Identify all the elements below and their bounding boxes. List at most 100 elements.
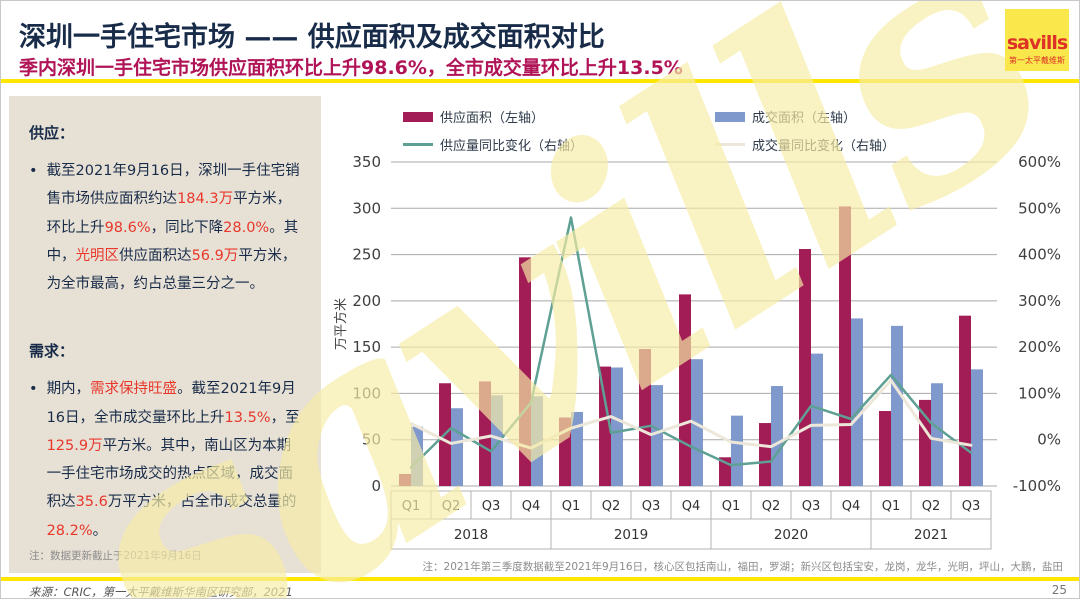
transaction-bar [771, 386, 783, 486]
summary-sidebar: 供应： • 截至2021年9月16日，深圳一手住宅销售市场供应面积约达184.3… [9, 96, 321, 573]
quarter-label: Q1 [562, 499, 581, 514]
quarter-label: Q4 [682, 499, 701, 514]
transaction-bar [811, 353, 823, 486]
supply-bar [519, 257, 531, 486]
legend-label: 成交面积（左轴） [752, 111, 857, 126]
transaction-bar [931, 383, 943, 486]
body-text: 。 [92, 522, 108, 539]
highlighted-text: 需求保持旺盛 [90, 381, 178, 398]
quarter-label: Q2 [442, 499, 461, 514]
footer-divider [1, 577, 1079, 581]
transaction-bar [731, 415, 743, 486]
highlighted-text: 56.9万 [191, 247, 239, 264]
year-label: 2020 [774, 527, 808, 543]
supply-bar [599, 366, 611, 486]
transaction-bar [651, 385, 663, 486]
quarter-label: Q3 [482, 499, 501, 514]
supply-bar [959, 315, 971, 486]
supply-line-swatch [403, 143, 433, 146]
transaction-bar [691, 359, 703, 486]
transaction-bar [571, 411, 583, 486]
right-axis-tick-label: -100% [1013, 477, 1061, 495]
supply-bar [919, 399, 931, 486]
legend-label: 成交量同比变化（右轴） [752, 139, 896, 154]
right-axis-tick-label: 100% [1018, 384, 1061, 402]
highlighted-text: 28.2% [46, 522, 93, 539]
quarter-cell [550, 490, 592, 520]
transaction-line-swatch [715, 143, 745, 146]
left-axis-tick-label: 350 [352, 153, 381, 171]
right-axis-tick-label: 400% [1018, 246, 1061, 264]
quarter-label: Q4 [522, 499, 541, 514]
supply-bar [559, 417, 571, 486]
left-axis-tick-label: 100 [352, 384, 381, 402]
left-axis-tick-label: 0 [371, 477, 381, 495]
highlighted-text: 125.9万 [46, 437, 103, 454]
year-cell [710, 518, 872, 550]
transaction-bar [851, 318, 863, 486]
transaction-bar [491, 395, 503, 486]
year-cell [870, 518, 992, 550]
quarter-label: Q3 [642, 499, 661, 514]
year-cell [550, 518, 712, 550]
page-subtitle: 季内深圳一手住宅市场供应面积环比上升98.6%，全市成交量环比上升13.5% [19, 57, 683, 79]
right-axis-tick-label: 600% [1018, 153, 1061, 171]
transaction-bar [531, 396, 543, 486]
quarter-label: Q1 [722, 499, 741, 514]
supply-bar [759, 423, 771, 486]
quarter-cell [710, 490, 752, 520]
body-text: 平方米，环比上升 [46, 191, 292, 236]
body-text: 平方米。其中，南山区为本期一手住宅市场成交的热点区域，成交面积达 [46, 437, 294, 511]
body-text: 万平方米，占全市成交总量的 [107, 494, 297, 511]
quarter-label: Q2 [762, 499, 781, 514]
supply-bar [639, 348, 651, 486]
body-text: 平方米，为全市最高，约占总量三分之一。 [46, 247, 297, 293]
year-cell [390, 518, 552, 550]
supply-bar [399, 473, 411, 486]
page-number: 25 [1051, 583, 1067, 597]
savills-logo-wordmark: savills [1006, 32, 1068, 54]
legend-item-transaction-area: 成交面积（左轴） [715, 107, 895, 126]
combo-chart: 供应面积（左轴） 成交面积（左轴） 供应量同比变化（右轴） 成交量同比变化（右轴… [331, 93, 1079, 575]
header-divider [1, 79, 1079, 83]
left-axis-tick-label: 150 [352, 338, 381, 356]
year-label: 2019 [614, 527, 648, 543]
highlighted-text: 98.6% [104, 219, 151, 236]
transaction-bar [411, 426, 423, 486]
demand-bullet-text: 期内，需求保持旺盛。截至2021年9月16日，全市成交量环比上升13.5%，至 1… [47, 375, 301, 545]
right-axis-tick-label: 500% [1018, 199, 1061, 217]
legend-label: 供应面积（左轴） [440, 111, 545, 126]
chart-footnote: 注：2021年第三季度数据截至2021年9月16日，核心区包括南山，福田，罗湖；… [422, 561, 1063, 573]
quarter-cell [950, 490, 992, 520]
right-axis-tick-label: 300% [1018, 292, 1061, 310]
year-label: 2018 [454, 527, 488, 543]
legend-item-transaction-yoy: 成交量同比变化（右轴） [715, 135, 895, 154]
highlighted-text: 35.6 [75, 494, 108, 511]
right-axis-tick-label: 0% [1037, 431, 1061, 449]
quarter-cell [510, 490, 552, 520]
quarter-label: Q2 [602, 499, 621, 514]
supply-bar-swatch [403, 111, 433, 122]
supply-bullet: • 截至2021年9月16日，深圳一手住宅销售市场供应面积约达184.3万平方米… [29, 157, 301, 298]
bullet-icon: • [29, 163, 38, 179]
highlighted-text: 13.5% [224, 409, 271, 426]
quarter-label: Q4 [842, 499, 861, 514]
supply-bar [479, 381, 491, 486]
transaction-yoy-line [409, 378, 973, 450]
left-axis-tick-label: 200 [352, 292, 381, 310]
body-text: 期内， [46, 381, 91, 398]
highlighted-text: 28.0% [223, 219, 270, 236]
legend-label: 供应量同比变化（右轴） [440, 139, 584, 154]
savills-logo-chinese: 第一太平戴维斯 [1009, 56, 1065, 65]
supply-yoy-line [409, 216, 973, 469]
body-text: ，至 [270, 409, 300, 426]
quarter-cell [590, 490, 632, 520]
highlighted-text: 184.3万 [177, 191, 234, 208]
quarter-label: Q3 [802, 499, 821, 514]
demand-bullet: • 期内，需求保持旺盛。截至2021年9月16日，全市成交量环比上升13.5%，… [29, 375, 301, 545]
supply-bullet-text: 截至2021年9月16日，深圳一手住宅销售市场供应面积约达184.3万平方米，环… [47, 157, 301, 298]
body-text: 截至2021年9月16日，深圳一手住宅销售市场供应面积约达 [46, 163, 300, 208]
chart-legend: 供应面积（左轴） 成交面积（左轴） 供应量同比变化（右轴） 成交量同比变化（右轴… [403, 107, 895, 154]
supply-bar [879, 411, 891, 486]
supply-bar [839, 206, 851, 487]
